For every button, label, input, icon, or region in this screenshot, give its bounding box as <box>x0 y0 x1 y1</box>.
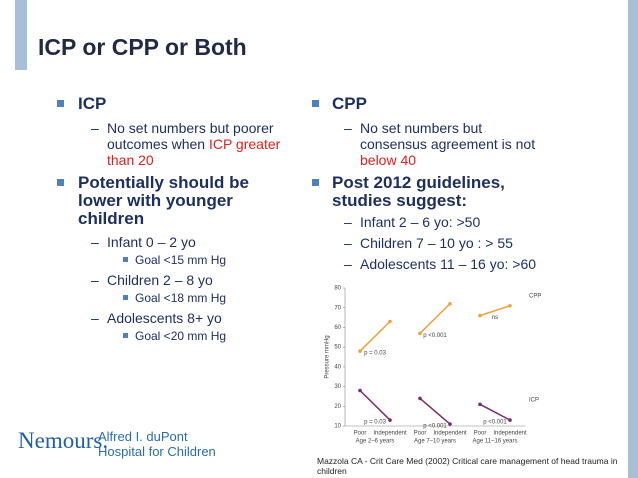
heading: Potentially should be lower with younger… <box>78 173 249 228</box>
series-label: ICP <box>529 398 539 404</box>
heading: CPP <box>332 94 367 113</box>
x-tick-label: Poor <box>474 431 487 437</box>
edge-bar <box>628 0 638 478</box>
item: Adolescents 8+ yo <box>107 310 222 326</box>
series-line <box>419 303 451 334</box>
dash: – <box>344 235 352 251</box>
logo-line: Alfred I. duPont <box>98 429 188 444</box>
logo-name: Nemours. <box>18 428 109 453</box>
series-line <box>479 403 511 421</box>
item: Children 2 – 8 yo <box>107 272 213 288</box>
note-highlight: below 40 <box>360 152 417 168</box>
y-tick-label: 60 <box>334 325 341 331</box>
y-tick-label: 30 <box>334 384 341 390</box>
point <box>418 396 422 401</box>
slide-title: ICP or CPP or Both <box>38 34 247 60</box>
group-label: Age 7–10 years <box>414 439 456 445</box>
note-text: No set numbers but poorer outcomes when <box>107 120 274 152</box>
point <box>448 301 452 306</box>
point <box>508 418 512 422</box>
sub-bullet <box>123 333 128 338</box>
point <box>478 313 482 318</box>
sub-bullet <box>123 257 128 262</box>
goal: Goal <15 mm Hg <box>135 253 227 267</box>
point <box>388 319 392 324</box>
point <box>508 303 512 308</box>
x-tick-label: Poor <box>354 431 367 437</box>
series-label: CPP <box>529 293 541 299</box>
dash: – <box>91 310 99 326</box>
note: No set numbers but consensus agreement i… <box>360 120 540 168</box>
dash: – <box>344 120 352 136</box>
dash: – <box>344 256 352 272</box>
point <box>358 349 362 353</box>
group-label: Age 2–6 years <box>356 439 395 445</box>
y-tick-label: 10 <box>334 424 341 430</box>
heading: ICP <box>78 94 107 113</box>
point <box>448 422 452 426</box>
y-tick-label: 40 <box>334 364 341 370</box>
y-tick-label: 70 <box>334 305 341 311</box>
point <box>388 418 392 422</box>
point <box>478 402 482 407</box>
note: No set numbers but poorer outcomes when … <box>107 120 282 168</box>
p-label: p <0.001 <box>423 333 447 339</box>
x-tick-label: Independent <box>493 431 527 437</box>
accent-bar <box>15 0 27 70</box>
citation: Mazzola CA - Crit Care Med (2002) Critic… <box>317 456 618 476</box>
item: Infant 0 – 2 yo <box>107 234 196 250</box>
bullet <box>312 100 319 107</box>
chart: 10 20 30 40 50 60 70 80 Pressure mmHg Poor Indepen… <box>325 286 542 445</box>
dash: – <box>91 234 99 250</box>
p-label: p = 0.03 <box>364 351 387 357</box>
y-axis-title: Pressure mmHg <box>325 335 331 378</box>
item: Infant 2 – 6 yo: >50 <box>360 214 481 230</box>
point <box>358 388 362 393</box>
x-tick-label: Independent <box>433 431 467 437</box>
y-tick-label: 20 <box>334 404 341 410</box>
dash: – <box>344 214 352 230</box>
dash: – <box>91 120 99 136</box>
series-line <box>479 305 511 317</box>
group-label: Age 11–16 years <box>473 439 518 445</box>
note-highlight: ICP greater than 20 <box>107 136 281 168</box>
y-tick-label: 50 <box>334 345 341 351</box>
heading: Post 2012 guidelines, studies suggest: <box>332 173 505 210</box>
goal: Goal <18 mm Hg <box>135 291 227 305</box>
p-label: p <0.001 <box>423 424 447 430</box>
logo-line: Hospital for Children <box>98 444 216 459</box>
y-tick-label: 80 <box>334 286 341 292</box>
bullet <box>57 179 64 186</box>
p-label: ns <box>492 315 498 321</box>
bullet <box>57 100 64 107</box>
x-tick-label: Poor <box>414 431 427 437</box>
dash: – <box>91 272 99 288</box>
series-line <box>359 389 391 421</box>
sub-bullet <box>123 295 128 300</box>
item: Children 7 – 10 yo : > 55 <box>360 235 513 251</box>
series-line <box>419 397 451 425</box>
item: Adolescents 11 – 16 yo: >60 <box>360 256 537 272</box>
logo-text: Alfred I. duPont Hospital for Children <box>98 429 216 459</box>
bullet <box>312 179 319 186</box>
x-tick-label: Independent <box>373 431 407 437</box>
note-text: No set numbers but consensus agreement i… <box>360 120 536 152</box>
goal: Goal <20 mm Hg <box>135 329 227 343</box>
p-label: p <0.001 <box>483 420 507 426</box>
p-label: p = 0.03 <box>364 420 387 426</box>
series-line <box>359 320 391 352</box>
point <box>418 331 422 336</box>
